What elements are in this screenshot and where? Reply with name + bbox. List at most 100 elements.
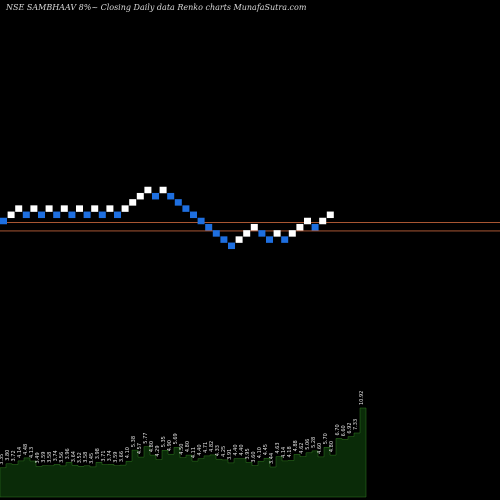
- volume-label: 6.60: [341, 425, 347, 436]
- volume-label: 5.28: [311, 437, 317, 448]
- volume-panel: 3.35 3.80 3.72 4.14 4.48 4.13 3.49 3.59 3.58 3.74…: [0, 391, 367, 498]
- volume-label: 4.33: [215, 445, 221, 456]
- renko-brick-down: [258, 230, 266, 237]
- volume-label: 4.71: [203, 442, 209, 453]
- volume-label: 3.80: [5, 450, 11, 461]
- renko-brick-up: [136, 192, 144, 200]
- renko-brick-up: [7, 211, 15, 219]
- renko-brick-down: [197, 217, 205, 225]
- renko-brick-up: [106, 205, 114, 212]
- volume-label: 3.74: [53, 450, 59, 461]
- volume-label: 4.14: [17, 447, 23, 458]
- volume-label: 3.59: [41, 452, 47, 463]
- renko-brick-up: [235, 236, 243, 243]
- volume-label: 3.45: [89, 453, 95, 464]
- renko-brick-down: [228, 242, 235, 250]
- volume-label: 5.70: [323, 433, 329, 444]
- renko-brick-down: [0, 217, 7, 225]
- volume-label: 4.13: [29, 447, 35, 458]
- volume-label: 3.58: [47, 452, 53, 463]
- renko-brick-down: [98, 211, 106, 219]
- volume-label: 4.11: [191, 447, 197, 458]
- volume-label: 4.25: [221, 446, 227, 457]
- renko-brick-down: [68, 211, 76, 219]
- renko-brick-down: [167, 192, 175, 200]
- volume-label: 3.74: [107, 450, 113, 461]
- volume-label: 4.63: [275, 442, 281, 453]
- volume-label: 3.35: [0, 454, 5, 465]
- renko-brick-up: [243, 230, 251, 237]
- volume-label: 4.80: [149, 441, 155, 452]
- volume-label: 4.29: [155, 445, 161, 456]
- renko-brick-up: [45, 205, 53, 212]
- renko-brick-up: [288, 230, 296, 237]
- volume-area: [0, 407, 367, 498]
- volume-label: 6.92: [347, 422, 353, 433]
- volume-label: 6.70: [335, 424, 341, 435]
- renko-brick-down: [190, 211, 197, 219]
- volume-label: 3.71: [101, 450, 107, 461]
- volume-label: 4.10: [257, 447, 263, 458]
- renko-brick-up: [129, 199, 137, 206]
- volume-label: 5.69: [173, 433, 179, 444]
- volume-label: 5.38: [131, 436, 137, 447]
- renko-brick-down: [311, 223, 319, 231]
- volume-label: 4.60: [317, 443, 323, 454]
- volume-label: 5.77: [143, 433, 149, 444]
- renko-brick-up: [76, 205, 83, 212]
- renko-brick-down: [152, 192, 159, 200]
- renko-brick-down: [174, 199, 182, 206]
- renko-brick-down: [212, 230, 220, 237]
- volume-label: 3.96: [65, 448, 71, 459]
- volume-label: 4.62: [299, 443, 305, 454]
- volume-label: 4.40: [197, 444, 203, 455]
- renko-brick-up: [250, 223, 258, 231]
- volume-label: 3.58: [83, 452, 89, 463]
- volume-label: 3.66: [119, 451, 125, 462]
- volume-label: 3.52: [77, 452, 83, 463]
- volume-label: 4.18: [287, 446, 293, 457]
- renko-brick-up: [144, 186, 152, 194]
- renko-brick-up: [326, 211, 334, 219]
- renko-bricks: [0, 186, 334, 250]
- volume-label: 4.50: [179, 444, 185, 455]
- volume-label: 4.57: [137, 443, 143, 454]
- volume-label: 5.06: [305, 439, 311, 450]
- volume-label: 4.48: [23, 444, 29, 455]
- volume-label: 3.59: [113, 452, 119, 463]
- volume-label: 4.80: [185, 441, 191, 452]
- volume-label: 3.49: [35, 452, 41, 463]
- renko-brick-down: [281, 236, 289, 243]
- renko-brick-down: [220, 236, 228, 243]
- volume-label: 3.60: [251, 451, 257, 462]
- renko-brick-up: [60, 205, 68, 212]
- renko-brick-up: [273, 230, 281, 237]
- renko-brick-up: [121, 205, 129, 212]
- volume-label: 4.14: [281, 447, 287, 458]
- volume-label: 4.40: [239, 444, 245, 455]
- renko-brick-down: [83, 211, 91, 219]
- volume-label: 3.95: [245, 448, 251, 459]
- volume-label: 4.82: [209, 441, 215, 452]
- renko-brick-up: [30, 205, 38, 212]
- volume-label: 7.33: [353, 419, 359, 430]
- volume-label: 4.10: [125, 447, 131, 458]
- renko-brick-down: [114, 211, 121, 219]
- volume-label: 3.72: [11, 450, 17, 461]
- volume-label: 3.64: [71, 451, 77, 462]
- volume-label: 3.98: [95, 448, 101, 459]
- volume-label: 10.92: [359, 391, 365, 405]
- volume-label: 4.45: [263, 444, 269, 455]
- volume-label: 4.80: [329, 441, 335, 452]
- chart-title: NSE SAMBHAAV 8%~ Closing Daily data Renk…: [5, 3, 307, 12]
- renko-brick-down: [53, 211, 61, 219]
- volume-label: 4.88: [293, 440, 299, 451]
- volume-label: 4.90: [167, 440, 173, 451]
- renko-brick-down: [266, 236, 273, 243]
- renko-brick-up: [15, 205, 23, 212]
- renko-brick-down: [22, 211, 30, 219]
- renko-brick-up: [296, 223, 304, 231]
- renko-brick-up: [319, 217, 327, 225]
- volume-label: 3.44: [269, 453, 275, 464]
